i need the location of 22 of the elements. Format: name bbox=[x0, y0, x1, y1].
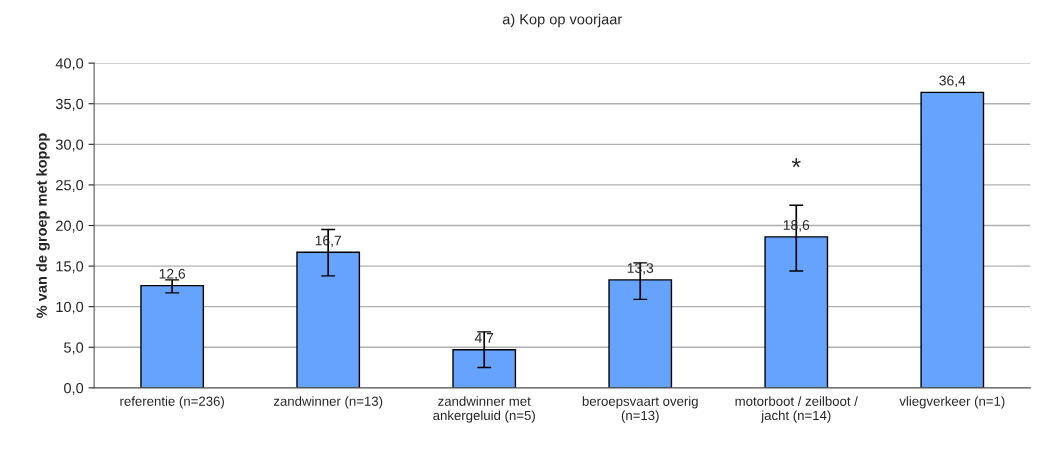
y-tick-label: 5,0 bbox=[64, 342, 84, 355]
y-axis-title: % van de groep met kopop bbox=[36, 133, 50, 318]
y-tick-label: 20,0 bbox=[56, 220, 84, 233]
x-tick-label: zandwinner (n=13) bbox=[273, 396, 383, 409]
y-tick-label: 10,0 bbox=[56, 301, 84, 314]
y-tick-label: 35,0 bbox=[55, 98, 84, 111]
bar bbox=[920, 91, 985, 388]
y-tick-label: 25,0 bbox=[56, 180, 84, 193]
x-tick-label: vliegverkeer (n=1) bbox=[899, 396, 1005, 409]
y-tick-label: 0,0 bbox=[64, 382, 84, 396]
x-tick-label: referentie (n=236) bbox=[120, 396, 224, 409]
bar bbox=[140, 284, 205, 388]
x-tick-label: beroepsvaart overig (n=13) bbox=[582, 396, 698, 423]
annotation: * bbox=[791, 158, 801, 168]
x-tick-label: zandwinner met ankergeluid (n=5) bbox=[433, 396, 535, 423]
x-tick-label: motorboot / zeilboot / jacht (n=14) bbox=[735, 396, 858, 423]
chart-title: a) Kop op voorjaar bbox=[502, 13, 622, 28]
data-label: 12,6 bbox=[159, 268, 186, 281]
y-tick-label: 15,0 bbox=[56, 261, 84, 274]
y-tick-label: 30,0 bbox=[55, 139, 84, 152]
y-tick-label: 40,0 bbox=[55, 58, 84, 71]
data-label: 36,4 bbox=[939, 75, 966, 88]
